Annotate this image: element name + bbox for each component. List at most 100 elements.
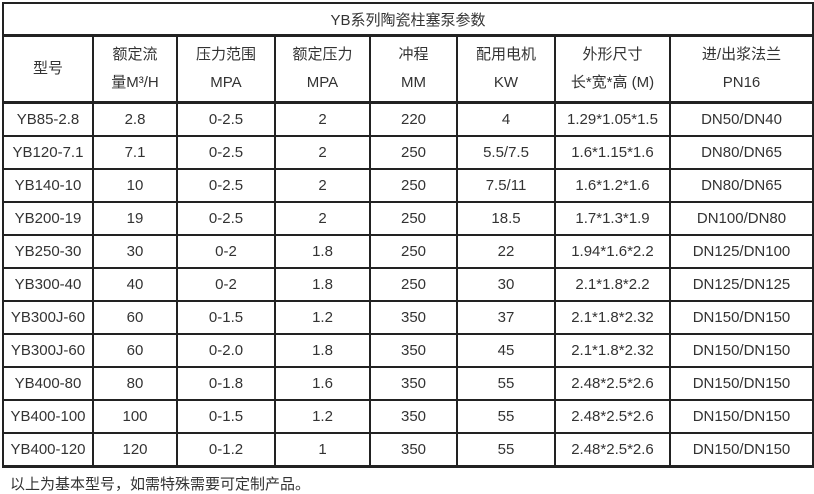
table-cell: 7.1 [92,135,178,170]
header-label: 额定流 [112,46,158,63]
table-cell: DN50/DN40 [668,101,814,137]
table-cell: 0-2.5 [176,201,276,236]
table-cell: 2.1*1.8*2.32 [554,300,671,335]
table-cell: 60 [92,333,178,368]
model-cell: YB120-7.1 [2,135,94,170]
table-cell: 45 [456,333,556,368]
header-cell-flange: 进/出浆法兰 PN16 [668,34,814,104]
table-cell: 250 [369,267,458,302]
table-row: YB140-10 10 0-2.5 2 250 7.5/11 1.6*1.2*1.6 DN80… [2,168,814,203]
table-cell: 30 [92,234,178,269]
table-cell: 2 [274,135,371,170]
table-cell: 1.29*1.05*1.5 [554,101,671,137]
table-row: YB300J-60 60 0-2.0 1.8 350 45 2.1*1.8*2.32 DN15… [2,333,814,368]
table-cell: 30 [456,267,556,302]
table-cell: DN150/DN150 [668,399,814,434]
table-cell: 2.48*2.5*2.6 [554,399,671,434]
table-row: YB200-19 19 0-2.5 2 250 18.5 1.7*1.3*1.9 DN100/… [2,201,814,236]
table-cell: 10 [92,168,178,203]
table-row: YB300-40 40 0-2 1.8 250 30 2.1*1.8*2.2 DN125/DN… [2,267,814,302]
table-cell: 1.2 [274,300,371,335]
table-cell: 0-1.2 [176,432,276,468]
table-cell: 0-2 [176,267,276,302]
table-cell: DN125/DN100 [668,234,814,269]
table-cell: 1.6 [274,366,371,401]
table-cell: 4 [456,101,556,137]
table-cell: 55 [456,366,556,401]
table-header-row: 型号 额定流 量M³/H 压力范围 MPA 额定压力 MPA 冲程 MM [2,34,814,104]
table-cell: 22 [456,234,556,269]
header-label: 额定压力 [292,46,353,63]
table-cell: 250 [369,135,458,170]
table-row: YB400-120 120 0-1.2 1 350 55 2.48*2.5*2.6 DN150… [2,432,814,468]
model-cell: YB400-80 [2,366,94,401]
table-cell: 80 [92,366,178,401]
header-unit: 量M³/H [111,74,159,91]
header-cell-rated-flow: 额定流 量M³/H [92,34,178,104]
table-row: YB300J-60 60 0-1.5 1.2 350 37 2.1*1.8*2.32 DN15… [2,300,814,335]
table-row: YB120-7.1 7.1 0-2.5 2 250 5.5/7.5 1.6*1.15*1.6… [2,135,814,170]
header-label: 外形尺寸 [582,46,643,63]
model-cell: YB140-10 [2,168,94,203]
table-cell: 0-2.5 [176,101,276,137]
header-unit: MM [401,74,426,91]
header-cell-rated-pressure: 额定压力 MPA [274,34,371,104]
table-cell: DN150/DN150 [668,366,814,401]
table-cell: 350 [369,333,458,368]
table-cell: DN125/DN125 [668,267,814,302]
model-cell: YB250-30 [2,234,94,269]
table-cell: 2 [274,101,371,137]
table-row: YB400-80 80 0-1.8 1.6 350 55 2.48*2.5*2.6 DN150… [2,366,814,401]
table-cell: 55 [456,399,556,434]
table-cell: 350 [369,399,458,434]
table-cell: 0-1.5 [176,399,276,434]
table-cell: 350 [369,366,458,401]
header-label: 压力范围 [195,46,256,63]
header-cell-dimensions: 外形尺寸 长*宽*高 (M) [554,34,671,104]
table-cell: 5.5/7.5 [456,135,556,170]
table-cell: 40 [92,267,178,302]
table-cell: 1.94*1.6*2.2 [554,234,671,269]
footer-note: 以上为基本型号，如需特殊需要可定制产品。 [10,476,311,493]
table-cell: 7.5/11 [456,168,556,203]
table-cell: 2.48*2.5*2.6 [554,432,671,468]
table-cell: 350 [369,300,458,335]
table-cell: DN80/DN65 [668,168,814,203]
table-row: YB400-100 100 0-1.5 1.2 350 55 2.48*2.5*2.6 DN1… [2,399,814,434]
table-cell: DN80/DN65 [668,135,814,170]
model-cell: YB85-2.8 [2,101,94,137]
table-cell: DN100/DN80 [668,201,814,236]
table-cell: 0-1.8 [176,366,276,401]
table-cell: 0-2 [176,234,276,269]
table-cell: 350 [369,432,458,468]
model-cell: YB400-120 [2,432,94,468]
header-label: 冲程 [398,46,429,63]
table-cell: 250 [369,168,458,203]
table-cell: 1.8 [274,333,371,368]
header-cell-model: 型号 [2,34,94,104]
table-cell: 60 [92,300,178,335]
table-title-row: YB系列陶瓷柱塞泵参数 [1,2,814,37]
table-cell: 18.5 [456,201,556,236]
model-cell: YB300J-60 [2,300,94,335]
table-title: YB系列陶瓷柱塞泵参数 [1,2,814,37]
header-label: 进/出浆法兰 [701,46,782,63]
table-row: YB250-30 30 0-2 1.8 250 22 1.94*1.6*2.2 DN125/D… [2,234,814,269]
table-cell: DN150/DN150 [668,300,814,335]
table-cell: 19 [92,201,178,236]
table-cell: 1.8 [274,267,371,302]
header-cell-stroke: 冲程 MM [369,34,458,104]
header-label: 配用电机 [475,46,536,63]
table-cell: 0-2.5 [176,135,276,170]
model-cell: YB300-40 [2,267,94,302]
table-cell: 0-2.5 [176,168,276,203]
table-cell: 220 [369,101,458,137]
table-cell: 0-2.0 [176,333,276,368]
table-cell: 1 [274,432,371,468]
header-unit: PN16 [722,74,761,91]
pump-spec-table: YB系列陶瓷柱塞泵参数 型号 额定流 量M³/H 压力范围 MPA 额定压力 M… [1,2,814,468]
table-cell: 2 [274,201,371,236]
table-cell: 2.1*1.8*2.32 [554,333,671,368]
table-cell: 55 [456,432,556,468]
